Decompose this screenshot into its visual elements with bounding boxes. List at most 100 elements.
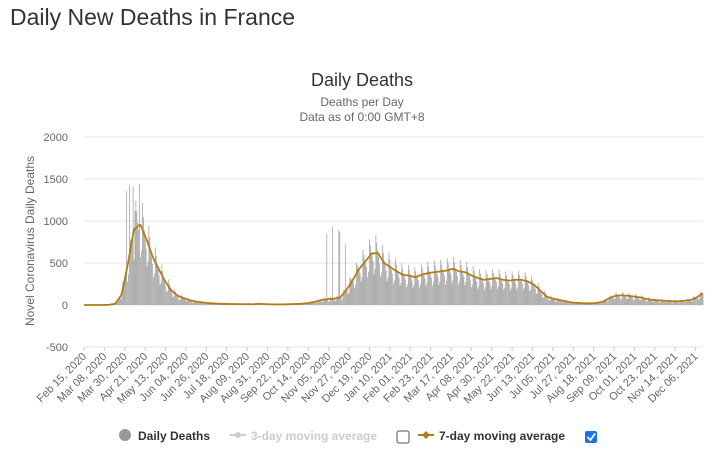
daily-bar (418, 280, 419, 305)
daily-bar (117, 299, 118, 305)
daily-bar (348, 291, 350, 305)
daily-bar (120, 299, 122, 305)
daily-bar (605, 300, 607, 305)
y-tick-label: 2000 (44, 132, 68, 144)
daily-bar (699, 291, 701, 305)
daily-bar (500, 278, 502, 305)
daily-bar (546, 295, 547, 305)
daily-bar (185, 301, 187, 305)
daily-bar (635, 295, 637, 305)
daily-bar (154, 273, 155, 305)
daily-bar (681, 300, 683, 305)
daily-bar (382, 253, 384, 305)
daily-bar (588, 303, 590, 305)
daily-bar (317, 299, 318, 305)
daily-bar (687, 299, 689, 305)
daily-bar (202, 302, 203, 305)
daily-bar (543, 297, 544, 305)
avg3-checkbox[interactable] (396, 430, 410, 444)
daily-bar (470, 287, 472, 305)
daily-bar (646, 301, 647, 305)
daily-bar (536, 292, 538, 305)
daily-bar (141, 250, 142, 305)
daily-bar (587, 303, 589, 305)
y-tick-label: 0 (62, 300, 68, 312)
daily-bar (138, 229, 140, 305)
daily-bar (412, 287, 414, 305)
daily-bar (450, 274, 452, 305)
daily-bar (636, 296, 638, 305)
daily-bar (385, 270, 387, 305)
daily-bar (144, 239, 146, 305)
daily-bar (143, 230, 145, 305)
daily-bar (164, 281, 165, 305)
daily-bar (167, 279, 169, 305)
daily-bar (388, 252, 390, 305)
daily-bar (532, 279, 533, 305)
daily-bar (393, 283, 394, 305)
daily-bar (634, 299, 635, 305)
daily-bar (541, 293, 543, 305)
daily-bar (683, 301, 684, 305)
daily-bar (197, 302, 199, 305)
daily-bar (649, 299, 651, 305)
daily-bar (421, 268, 423, 305)
daily-bar (659, 302, 660, 305)
daily-bar (146, 266, 148, 305)
daily-bar (135, 200, 137, 305)
daily-bar (173, 296, 175, 305)
daily-bar (677, 301, 679, 305)
avg3-legend-marker (235, 432, 241, 438)
daily-bar (537, 282, 539, 305)
daily-bar (614, 298, 616, 305)
daily-bar (557, 297, 558, 305)
daily-bar (195, 301, 197, 305)
daily-bar (312, 301, 314, 305)
daily-bar (199, 302, 201, 305)
daily-bar (193, 299, 195, 305)
daily-bar (180, 294, 182, 305)
legend-item-7day-average[interactable]: 7-day moving average (418, 429, 565, 443)
daily-bar (694, 296, 696, 305)
daily-bar (505, 271, 506, 305)
daily-bar (579, 303, 581, 305)
daily-bar (580, 303, 582, 305)
daily-bar (560, 301, 562, 305)
daily-bar (545, 293, 546, 305)
daily-bar (170, 290, 172, 305)
daily-bar (402, 268, 404, 305)
daily-bar (336, 295, 338, 305)
daily-bar (183, 298, 185, 305)
daily-bar (460, 265, 462, 305)
daily-bar (695, 297, 696, 305)
daily-bar (389, 259, 391, 305)
daily-bar (427, 261, 429, 305)
y-tick-label: 1500 (44, 174, 68, 186)
daily-bar (549, 299, 551, 305)
daily-bar (156, 264, 158, 305)
daily-bar (178, 297, 179, 305)
daily-bar (430, 274, 431, 305)
legend-item-daily-deaths[interactable]: Daily Deaths (119, 429, 210, 443)
daily-bar (445, 280, 447, 305)
daily-bar (491, 286, 493, 305)
daily-bar (648, 298, 650, 305)
daily-bar (315, 302, 317, 305)
daily-bar (644, 298, 645, 305)
avg7-checkbox[interactable] (585, 431, 597, 443)
daily-bar (606, 300, 607, 305)
daily-bar (404, 276, 405, 305)
daily-bar (464, 285, 466, 305)
daily-bar (420, 264, 422, 305)
daily-bar (496, 282, 497, 305)
daily-bar (368, 271, 369, 305)
daily-bar (443, 272, 444, 305)
daily-bar (191, 301, 192, 305)
daily-bar (473, 270, 475, 305)
daily-bar (189, 299, 190, 305)
legend-item-3day-average[interactable]: 3-day moving average (230, 429, 377, 443)
daily-bar (515, 283, 517, 305)
daily-bar (512, 275, 514, 305)
daily-bar (360, 281, 362, 305)
